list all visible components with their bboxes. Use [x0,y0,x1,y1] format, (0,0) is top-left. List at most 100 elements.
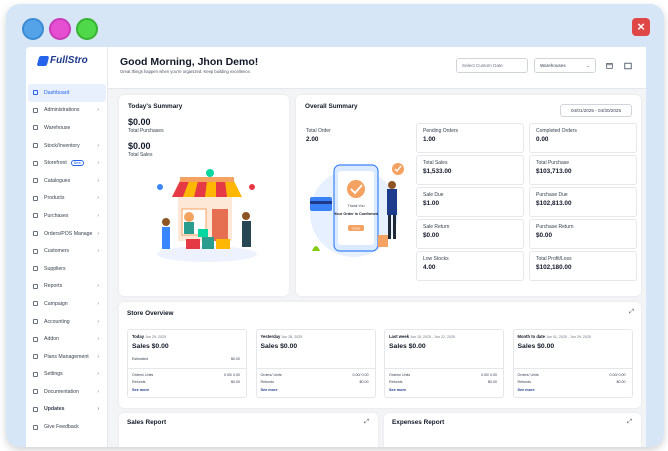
stat-label: Sale Return [423,224,450,230]
expand-icon[interactable]: ⤢ [627,419,632,425]
window-dot-pink[interactable] [49,18,71,40]
sidebar-item-label: Give Feedback [44,424,79,431]
sidebar-item-catalogues[interactable]: Catalogues › [28,172,106,190]
expand-icon[interactable]: ⤢ [364,419,369,425]
expand-icon[interactable]: ⤢ [629,309,634,315]
sidebar-item-storefront[interactable]: Storefront New › [28,154,106,172]
sidebar-item-campaign[interactable]: Campaign › [28,295,106,313]
sidebar: FullStro Dashboard Administrations › Wareho… [26,47,108,447]
sidebar-item-updates[interactable]: Updates › [28,401,106,419]
orders-label: Orders/ Units [389,373,411,377]
orders-icon [33,231,38,237]
refunds-row: Refunds $0.00 [132,380,240,384]
store-overview-box: Yesterday Jun 28, 2025 Sales $0.00 Orders/… [255,329,376,398]
estimated-value: $0.00 [231,357,240,361]
sidebar-item-administrations[interactable]: Administrations › [28,102,106,120]
period-date: Jun 28, 2025 [281,335,303,339]
sidebar-item-customers[interactable]: Customers › [28,242,106,260]
chevron-right-icon: › [97,406,99,413]
new-badge: New [70,160,84,167]
sidebar-item-label: Storefront [44,160,67,167]
page-title: Good Morning, Jhon Demo! [120,56,259,68]
today-summary-title: Today's Summary [128,103,183,110]
sidebar-item-label: Stock/Inventory [44,142,80,149]
expenses-report-card: Expenses Report ⤢ [384,413,641,447]
see-more-link[interactable]: See more [389,388,407,392]
sidebar-nav: Dashboard Administrations › Warehouse Stock/… [28,84,106,436]
dashboard-icon [33,90,38,96]
store-overview-box: Today Jun 29, 2025 Sales $0.00 Estimated $0… [127,329,247,398]
stat-purchase-return: Purchase Return $0.00 [529,219,637,249]
see-more-link[interactable]: See more [260,388,278,392]
products-icon [33,195,38,201]
overall-summary-card: Overall Summary 04/01/2025 - 04/30/2025 … [296,95,641,296]
stat-label: Total Sales [423,160,448,166]
sidebar-item-stock-inventory[interactable]: Stock/Inventory › [28,137,106,155]
sidebar-item-label: Warehouse [44,124,71,131]
sidebar-item-label: Accounting [44,318,70,325]
stat-total-purchase: Total Purchase $103,713.00 [529,155,637,185]
chevron-right-icon: › [97,160,99,167]
sidebar-item-plans-management[interactable]: Plans Management › [28,348,106,366]
custom-date-input[interactable]: Select Custom Date [456,58,528,73]
period-title: Yesterday Jun 28, 2025 [261,334,303,339]
stat-label: Pending Orders [423,128,459,134]
stat-completed-orders: Completed Orders 0.00 [529,123,637,153]
window-dot-blue[interactable] [22,18,44,40]
fullscreen-icon[interactable] [621,58,635,73]
divider [513,368,632,369]
documentation-icon [33,389,38,395]
stat-sale-due: Sale Due $1.00 [416,187,524,217]
sales-report-title: Sales Report [127,419,167,426]
orders-row: Orders/ Units 0.00/ 0.00 [518,373,626,377]
orders-row: Orders/ Units 0.00/ 0.00 [389,373,497,377]
orders-label: Orders/ Units [260,373,282,377]
period-label: Month to date [517,334,545,339]
header: Good Morning, Jhon Demo! Great things ha… [108,47,646,89]
today-summary-card: Today's Summary $0.00 Total Purchases $0… [119,95,289,296]
stat-value: $0.00 [536,232,552,239]
close-icon[interactable]: × [632,18,650,36]
warehouse-select[interactable]: Warehouses ⌄ [534,58,596,73]
sidebar-item-purchases[interactable]: Purchases › [28,207,106,225]
stock-icon [33,143,38,149]
plans-icon [33,354,38,360]
chevron-right-icon: › [97,248,99,255]
refunds-label: Refunds [389,380,403,384]
sidebar-item-accounting[interactable]: Accounting › [28,313,106,331]
stat-value: 1.00 [423,136,436,143]
catalogue-icon [33,178,38,184]
chevron-right-icon: › [97,371,99,378]
sidebar-item-documentation[interactable]: Documentation › [28,383,106,401]
reports-icon [33,283,38,289]
today-purchases-label: Total Purchases [128,128,164,134]
sidebar-item-settings[interactable]: Settings › [28,366,106,384]
sidebar-item-label: Updates [44,406,65,413]
chevron-right-icon: › [97,142,99,149]
stat-total-profit-loss: Total Profit/Loss $102,180.00 [529,251,637,281]
stat-pending-orders: Pending Orders 1.00 [416,123,524,153]
sidebar-item-reports[interactable]: Reports › [28,278,106,296]
period-date: Jun 15, 2025 - Jun 22, 2025 [410,335,455,339]
sidebar-item-warehouse[interactable]: Warehouse [28,119,106,137]
date-range-picker[interactable]: 04/01/2025 - 04/30/2025 [560,104,632,117]
sales-amount: Sales $0.00 [132,343,169,350]
feedback-icon [33,424,38,430]
logo-mark-icon [36,55,50,66]
settings-icon [33,371,38,377]
sidebar-item-suppliers[interactable]: Suppliers [28,260,106,278]
period-date: Jun 29, 2025 [145,335,166,339]
addon-icon [33,336,38,342]
sidebar-item-give-feedback[interactable]: Give Feedback [28,418,106,436]
see-more-link[interactable]: See more [517,388,535,392]
window-dot-green[interactable] [76,18,98,40]
divider [256,368,375,369]
see-more-link[interactable]: See more [132,388,150,392]
sidebar-item-products[interactable]: Products › [28,190,106,208]
sidebar-item-dashboard[interactable]: Dashboard [28,84,106,102]
calendar-icon[interactable] [602,58,616,73]
sidebar-item-addon[interactable]: Addon › [28,330,106,348]
logo[interactable]: FullStro [36,55,88,66]
sidebar-item-orders-pos-manage[interactable]: Orders/POS Manage › [28,225,106,243]
suppliers-icon [33,266,38,272]
